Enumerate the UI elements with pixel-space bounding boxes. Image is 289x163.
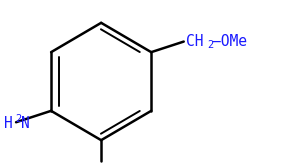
Text: H: H xyxy=(4,116,13,131)
Text: 2: 2 xyxy=(15,114,21,125)
Text: —OMe: —OMe xyxy=(212,34,247,49)
Text: CH: CH xyxy=(186,34,203,49)
Text: 2: 2 xyxy=(207,40,213,50)
Text: N: N xyxy=(21,116,30,131)
